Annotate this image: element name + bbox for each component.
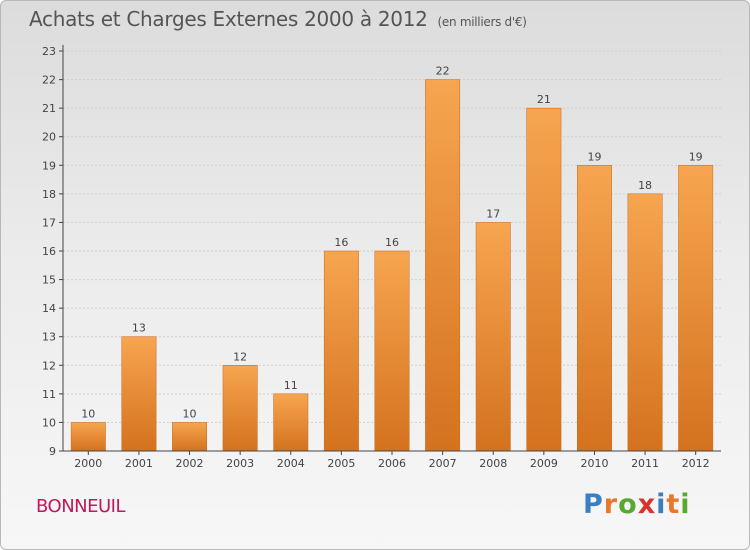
bar [323, 250, 359, 452]
x-tick-label: 2007 [429, 457, 457, 470]
x-tick-label: 2004 [277, 457, 305, 470]
y-tick-label: 21 [42, 102, 56, 115]
chart-title: Achats et Charges Externes 2000 à 2012 (e… [29, 7, 527, 31]
y-tick-label: 9 [49, 445, 56, 458]
x-tick-label: 2009 [530, 457, 558, 470]
y-tick-label: 14 [42, 302, 56, 315]
x-tick-label: 2008 [479, 457, 507, 470]
bar [374, 250, 410, 452]
bar-value-label: 18 [638, 179, 652, 192]
bar-value-label: 17 [486, 207, 500, 220]
bar-value-label: 19 [587, 150, 601, 163]
x-tick-label: 2001 [125, 457, 153, 470]
x-tick-label: 2012 [682, 457, 710, 470]
x-tick-label: 2011 [631, 457, 659, 470]
y-tick-label: 10 [42, 416, 56, 429]
location-label: BONNEUIL [36, 496, 126, 517]
bar [627, 193, 663, 452]
bar-value-label: 16 [334, 236, 348, 249]
bar [526, 107, 562, 452]
y-tick-label: 16 [42, 245, 56, 258]
bar-value-label: 10 [183, 407, 197, 420]
x-tick-label: 2000 [74, 457, 102, 470]
bar-value-label: 21 [537, 93, 551, 106]
logo-letter: P [583, 489, 604, 520]
bar [273, 393, 309, 452]
bar-value-label: 13 [132, 322, 146, 335]
proxiti-logo: Proxiti [583, 489, 691, 520]
y-tick-label: 11 [42, 388, 56, 401]
bar [577, 165, 612, 452]
y-tick-label: 15 [42, 274, 56, 287]
bar [425, 79, 461, 452]
bar-value-label: 16 [385, 236, 399, 249]
x-tick-label: 2005 [327, 457, 355, 470]
bar [678, 165, 714, 452]
y-tick-label: 20 [42, 131, 56, 144]
chart-unit: (en milliers d'€) [437, 15, 527, 29]
x-tick-label: 2006 [378, 457, 406, 470]
bar-value-label: 12 [233, 350, 247, 363]
bar [172, 422, 207, 452]
y-tick-label: 19 [42, 159, 56, 172]
logo-letter: x [637, 489, 657, 520]
x-tick-label: 2002 [176, 457, 204, 470]
bar [70, 422, 106, 452]
bar-value-label: 10 [81, 407, 95, 420]
y-tick-label: 12 [42, 359, 56, 372]
logo-letter: t [666, 489, 681, 520]
bar [475, 222, 511, 452]
bar-value-label: 11 [284, 379, 298, 392]
x-tick-label: 2010 [580, 457, 608, 470]
bar [222, 365, 258, 452]
logo-letter: i [680, 489, 691, 520]
y-tick-label: 18 [42, 188, 56, 201]
bar [121, 336, 157, 452]
y-tick-label: 23 [42, 45, 56, 58]
logo-letter: o [618, 489, 638, 520]
chart-title-text: Achats et Charges Externes 2000 à 2012 [29, 7, 428, 31]
logo-letter: r [603, 489, 619, 520]
y-tick-label: 22 [42, 74, 56, 87]
bar-value-label: 22 [436, 65, 450, 78]
y-tick-label: 17 [42, 216, 56, 229]
bar-value-label: 19 [689, 150, 703, 163]
x-tick-label: 2003 [226, 457, 254, 470]
y-tick-label: 13 [42, 331, 56, 344]
logo-letter: i [656, 489, 667, 520]
